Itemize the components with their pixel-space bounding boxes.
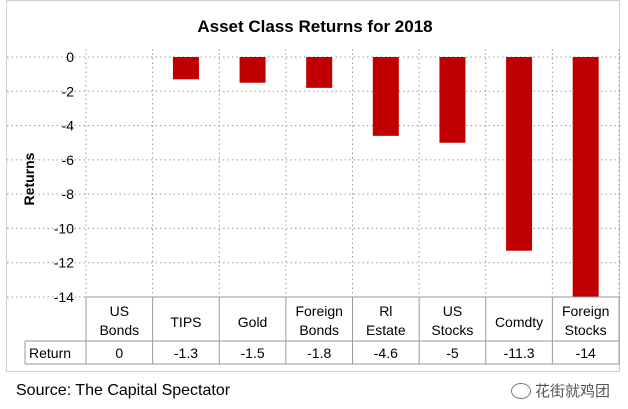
data-label: -5: [446, 345, 459, 361]
watermark: 花街就鸡团: [510, 380, 610, 401]
source-note: Source: The Capital Spectator: [16, 382, 231, 399]
data-label: -4.6: [374, 345, 398, 361]
bar: [372, 57, 399, 136]
bar-chart: Asset Class Returns for 2018 Returns 0 -2…: [7, 17, 621, 365]
y-tick-label: -6: [62, 152, 75, 168]
y-tick-label: 0: [66, 49, 74, 65]
y-axis-label: Returns: [21, 152, 37, 205]
x-tick-label: Rl Estate: [366, 303, 406, 338]
data-table: Return US Bonds 0 TIPS -1.3 Gold -1.5 Foreign Bon…: [24, 296, 620, 365]
bars: [172, 57, 599, 297]
data-label: 0: [115, 345, 123, 361]
legend-series-label: Return: [29, 345, 71, 361]
x-tick-label: US Bonds: [99, 303, 139, 338]
x-tick-label: Foreign Stocks: [562, 303, 609, 338]
y-tick-label: -2: [62, 83, 75, 99]
y-tick-label: -14: [54, 289, 74, 305]
wechat-icon: [510, 382, 531, 399]
y-tick-labels: 0 -2 -4 -6 -8 -10 -12 -14: [54, 49, 74, 305]
bar: [172, 57, 199, 80]
data-label: -1.5: [241, 345, 265, 361]
bar: [506, 57, 533, 251]
watermark-label: 花街就鸡团: [534, 383, 610, 400]
x-tick-label: TIPS: [170, 314, 201, 330]
y-tick-label: -12: [54, 255, 74, 271]
data-label: -14: [576, 345, 596, 361]
x-tick-label: Gold: [238, 314, 268, 330]
chart-title: Asset Class Returns for 2018: [197, 17, 432, 36]
data-label: -11.3: [504, 345, 535, 361]
y-tick-label: -10: [54, 220, 74, 236]
x-tick-label: Foreign Bonds: [295, 303, 342, 338]
bar: [439, 57, 466, 143]
x-tick-label: Comdty: [495, 314, 543, 330]
data-label: -1.3: [174, 345, 198, 361]
x-tick-label: US Stocks: [431, 303, 473, 338]
chart-frame: Asset Class Returns for 2018 Returns 0 -2…: [6, 0, 621, 372]
bar: [306, 57, 333, 88]
data-label: -1.8: [307, 345, 331, 361]
bar: [239, 57, 266, 83]
bar: [572, 57, 599, 297]
y-tick-label: -8: [62, 186, 75, 202]
y-tick-label: -4: [62, 118, 75, 134]
